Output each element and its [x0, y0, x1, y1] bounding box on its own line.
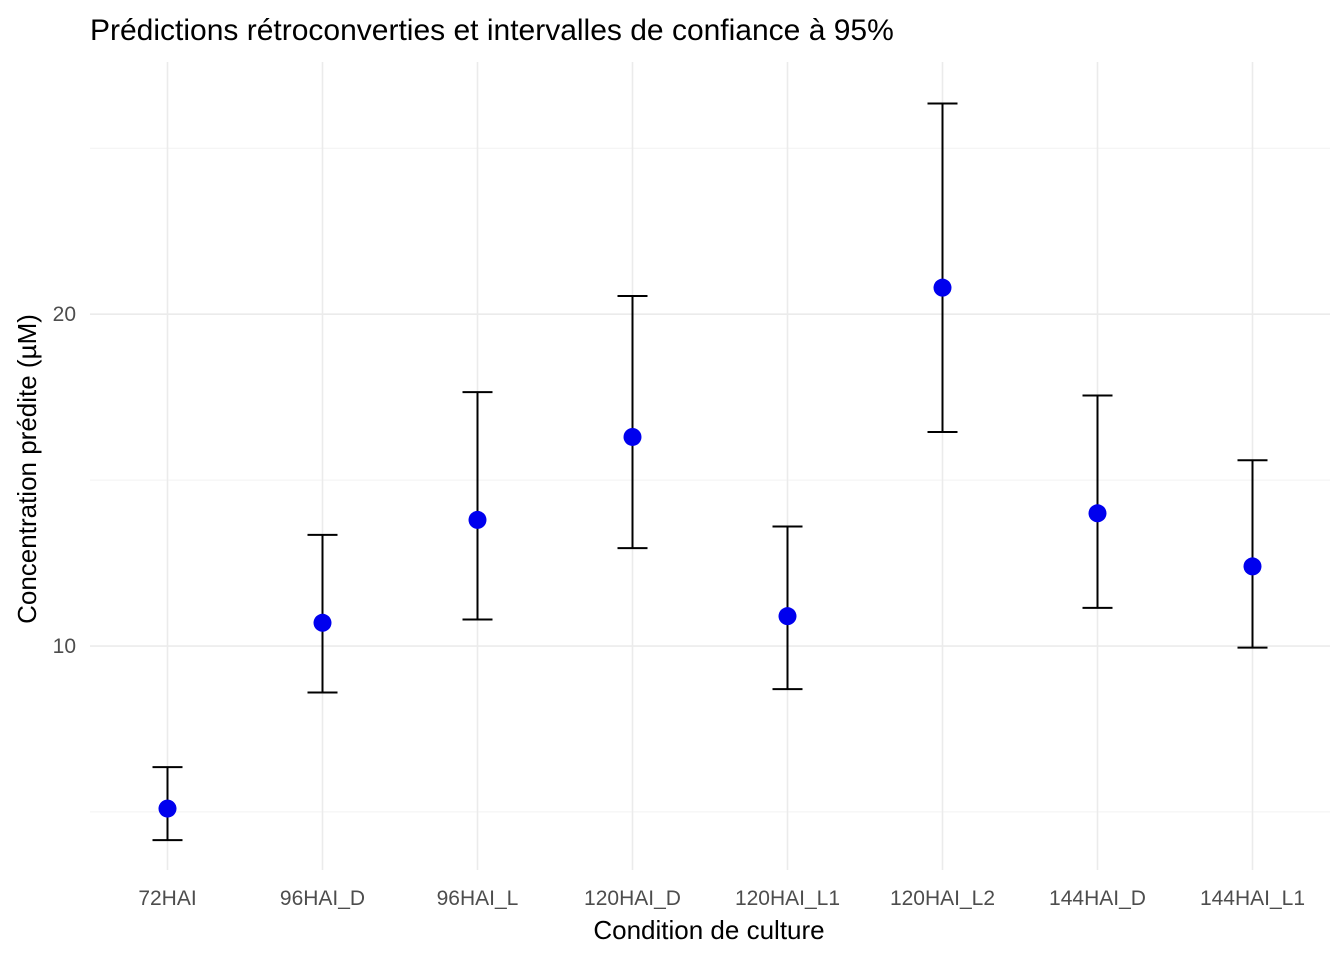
error-bar: [1082, 394, 1113, 609]
x-tick-label: 96HAI_D: [280, 887, 365, 910]
data-point: [623, 427, 642, 446]
error-bar: [1237, 459, 1268, 649]
x-tick-label: 120HAI_D: [584, 887, 681, 910]
error-bars: [152, 102, 1268, 842]
x-axis-title: Condition de culture: [593, 915, 824, 945]
chart-title: Prédictions rétroconverties et intervall…: [90, 14, 894, 47]
error-bar: [462, 391, 493, 621]
x-axis-ticks: 72HAI 96HAI_D 96HAI_L 120HAI_D 120HAI_L1 120H…: [138, 887, 1305, 910]
x-tick-label: 144HAI_L1: [1200, 887, 1305, 910]
data-point: [313, 613, 332, 632]
x-tick-label: 120HAI_L1: [735, 887, 840, 910]
error-bar: [617, 294, 648, 550]
error-bar: [927, 102, 958, 433]
x-tick-label: 96HAI_L: [437, 887, 519, 910]
data-points: [158, 278, 1262, 818]
error-bar: [307, 533, 338, 694]
data-point: [1088, 504, 1107, 523]
y-axis-title: Concentration prédite (µM): [12, 314, 42, 624]
y-tick-label: 10: [53, 635, 76, 658]
data-point: [778, 607, 797, 626]
data-point: [933, 278, 952, 297]
x-tick-label: 72HAI: [138, 887, 196, 910]
x-tick-label: 120HAI_L2: [890, 887, 995, 910]
y-tick-label: 20: [53, 303, 76, 326]
y-axis-ticks: 10 20: [53, 303, 76, 658]
grid: [90, 62, 1330, 870]
data-point: [468, 510, 487, 529]
x-tick-label: 144HAI_D: [1049, 887, 1146, 910]
data-point: [1243, 557, 1262, 576]
data-point: [158, 799, 177, 818]
